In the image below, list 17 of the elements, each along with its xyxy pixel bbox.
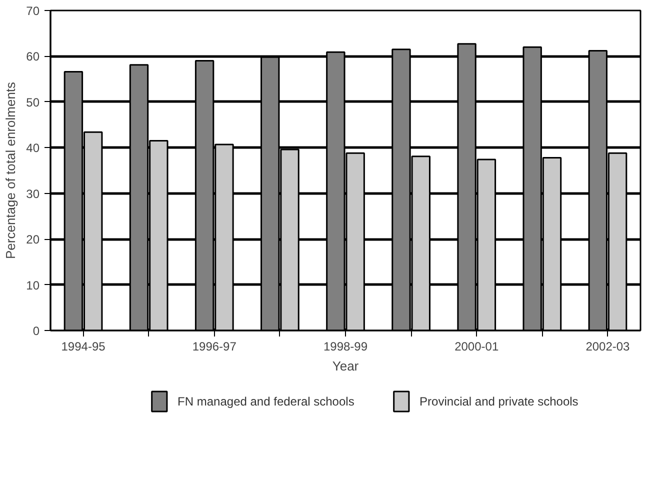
y-tick-label: 20 [26, 232, 40, 247]
x-tick-label: 1994-95 [61, 340, 106, 354]
x-tick-label: 1998-99 [323, 340, 368, 354]
x-tick-label: 1996-97 [192, 340, 237, 354]
y-tick-label: 10 [26, 278, 40, 292]
legend-label: Provincial and private schools [420, 394, 578, 408]
x-axis-title: Year [332, 358, 360, 374]
y-tick-label: 70 [26, 4, 40, 18]
y-tick-label: 60 [26, 50, 40, 64]
legend-label: FN managed and federal schools [178, 394, 354, 408]
x-tick-label: 2000-01 [454, 340, 499, 354]
y-tick-label: 50 [26, 95, 40, 110]
y-tick-label: 40 [26, 141, 40, 156]
x-tick-label: 2002-03 [586, 340, 630, 354]
y-tick-label: 30 [26, 186, 40, 201]
y-axis-title: Percentage of total enrolments [3, 81, 18, 260]
y-tick-label: 0 [32, 324, 40, 338]
